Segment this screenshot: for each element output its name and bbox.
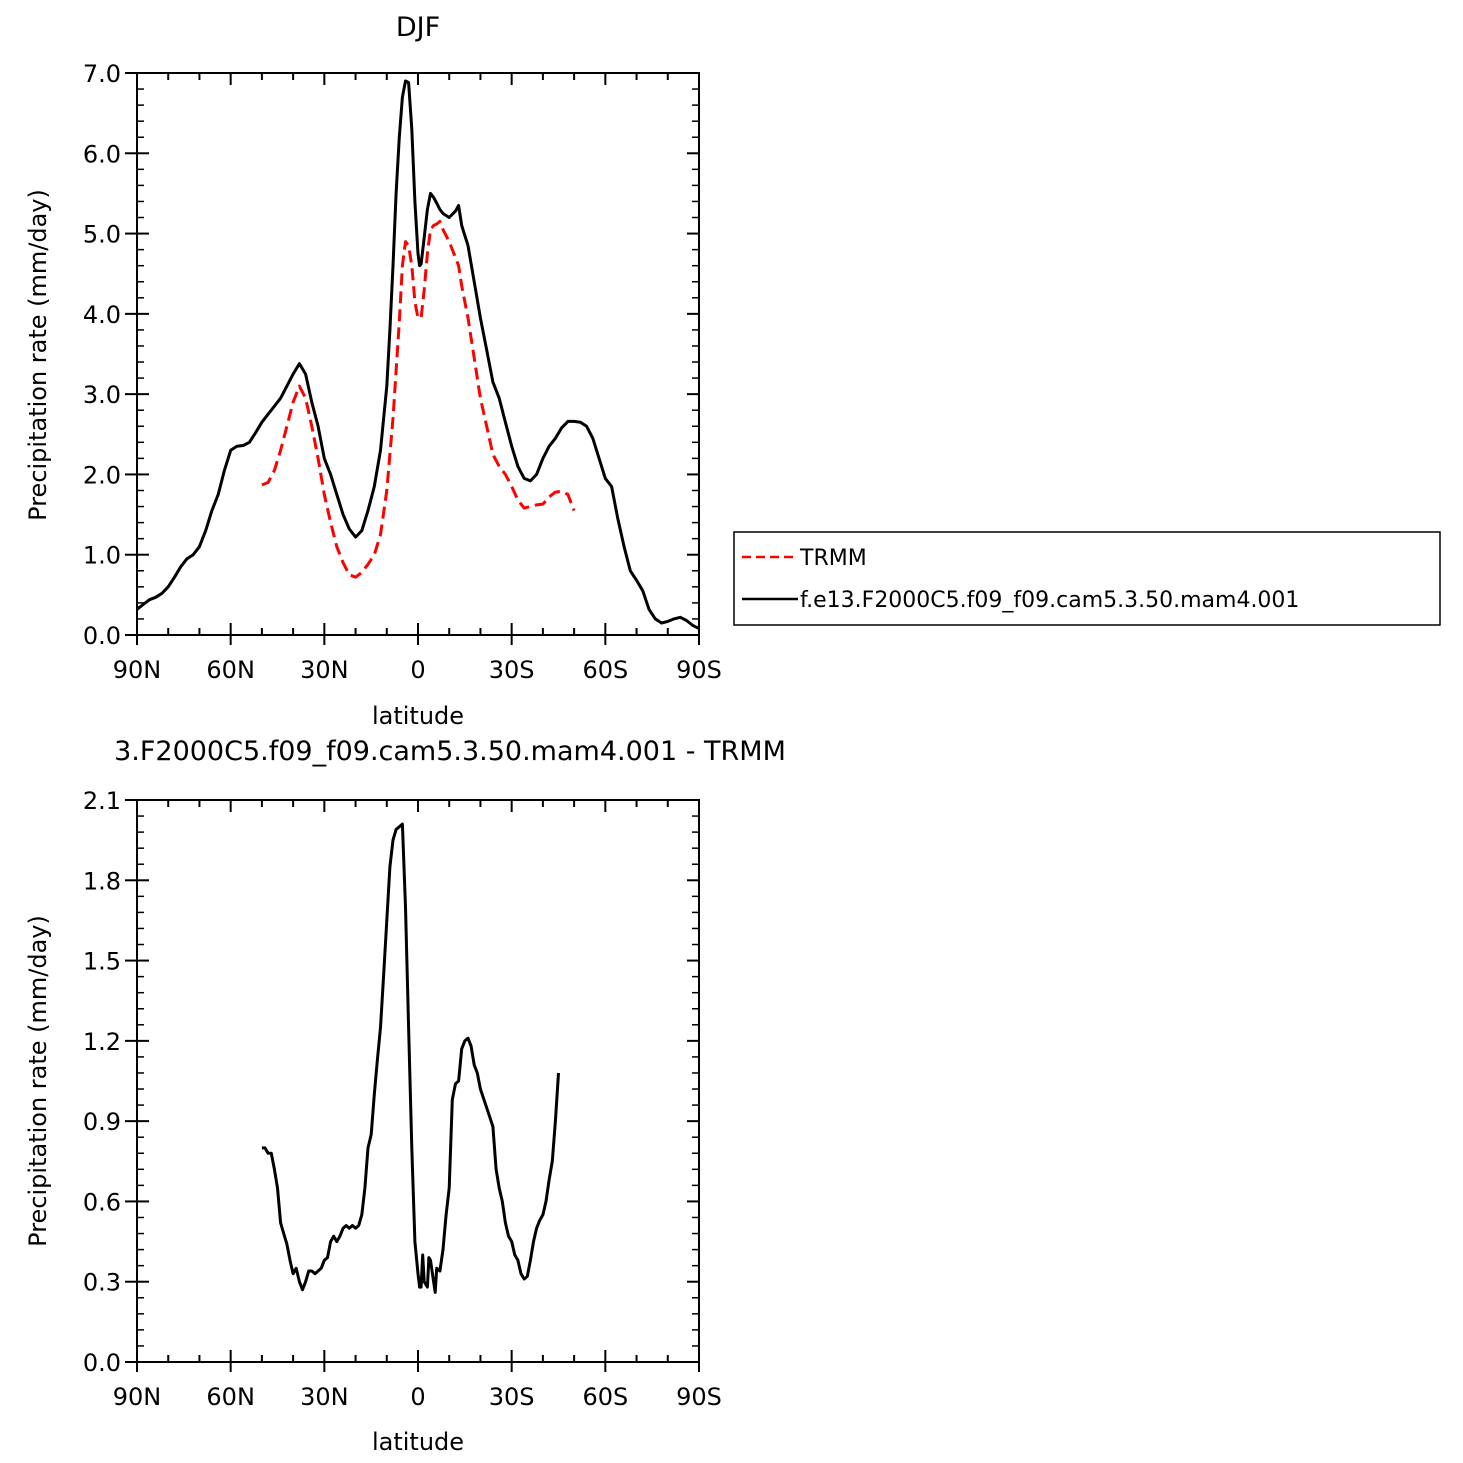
y-tick-label: 1.5	[83, 948, 121, 976]
y-tick-label: 0.6	[83, 1188, 121, 1216]
series-line-0	[261, 822, 560, 1294]
legend-box	[733, 531, 1441, 626]
y-tick-label: 4.0	[83, 301, 121, 329]
series-line-0	[261, 220, 576, 579]
x-tick-label: 60S	[582, 656, 628, 684]
x-tick-label: 30N	[300, 1383, 349, 1411]
series-layer	[261, 822, 560, 1294]
tick-layer: 90N 60N 30N 0 30S 60S 90S 0.0 1.0 2.0 3.0 4.0 5.0 6.0…	[83, 60, 722, 684]
chart-title: DJF	[396, 12, 440, 43]
x-tick-label: 0	[410, 1383, 425, 1411]
y-tick-label: 6.0	[83, 140, 121, 168]
x-tick-label: 90N	[113, 1383, 162, 1411]
x-axis-label: latitude	[372, 702, 464, 730]
legend: TRMM f.e13.F2000C5.f09_f09.cam5.3.50.mam…	[733, 531, 1441, 626]
x-tick-label: 90N	[113, 656, 162, 684]
x-tick-label: 60S	[582, 1383, 628, 1411]
panel-difference: 3.F2000C5.f09_f09.cam5.3.50.mam4.001 - T…	[24, 736, 786, 1456]
x-axis-label: latitude	[372, 1428, 464, 1456]
panel-djf: DJF Precipitation rate (mm/day) latitude…	[24, 12, 722, 730]
x-tick-label: 60N	[206, 656, 255, 684]
x-tick-label: 30S	[489, 1383, 535, 1411]
y-tick-label: 2.1	[83, 787, 121, 815]
x-tick-label: 90S	[676, 656, 722, 684]
y-axis-label: Precipitation rate (mm/day)	[24, 189, 52, 521]
y-tick-label: 0.3	[83, 1269, 121, 1297]
y-tick-label: 3.0	[83, 381, 121, 409]
y-tick-label: 2.0	[83, 461, 121, 489]
y-tick-label: 1.2	[83, 1028, 121, 1056]
x-tick-label: 30N	[300, 656, 349, 684]
y-tick-label: 0.0	[83, 622, 121, 650]
series-line-1	[136, 79, 700, 630]
tick-layer: 90N 60N 30N 0 30S 60S 90S 0.0 0.3 0.6 0.9 1.2 1.5 1.8…	[83, 787, 722, 1411]
chart-title: 3.F2000C5.f09_f09.cam5.3.50.mam4.001 - T…	[114, 736, 786, 767]
series-layer	[136, 79, 700, 630]
x-tick-label: 0	[410, 656, 425, 684]
legend-label-model: f.e13.F2000C5.f09_f09.cam5.3.50.mam4.001	[800, 588, 1299, 613]
x-tick-label: 60N	[206, 1383, 255, 1411]
y-tick-label: 7.0	[83, 60, 121, 88]
y-tick-label: 5.0	[83, 221, 121, 249]
y-tick-label: 0.0	[83, 1349, 121, 1377]
x-tick-label: 30S	[489, 656, 535, 684]
y-tick-label: 1.0	[83, 542, 121, 570]
plot-frame	[136, 72, 700, 636]
y-axis-label: Precipitation rate (mm/day)	[24, 915, 52, 1247]
legend-label-trmm: TRMM	[799, 546, 867, 571]
y-tick-label: 0.9	[83, 1108, 121, 1136]
y-tick-label: 1.8	[83, 867, 121, 895]
x-tick-label: 90S	[676, 1383, 722, 1411]
plot-frame	[136, 799, 700, 1363]
